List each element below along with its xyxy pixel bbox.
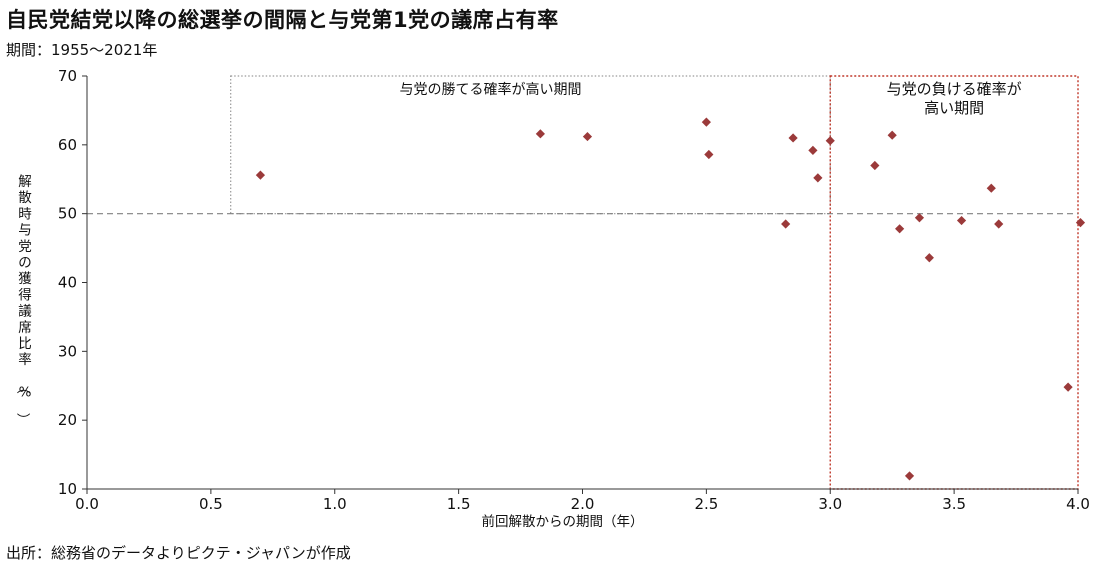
x-tick-label: 2.5 — [694, 495, 718, 513]
x-tick-label: 1.0 — [323, 495, 347, 513]
x-tick-label: 0.0 — [75, 495, 99, 513]
y-tick-label: 60 — [58, 136, 77, 154]
data-point — [813, 173, 823, 183]
x-tick-label: 0.5 — [199, 495, 223, 513]
source-note: 出所：総務省のデータよりピクテ・ジャパンが作成 — [6, 544, 351, 562]
lose-period-label: 与党の負ける確率が高い期間 — [887, 80, 1022, 117]
data-point — [986, 183, 996, 193]
data-point — [1063, 382, 1073, 392]
x-axis-label: 前回解散からの期間（年） — [482, 513, 644, 530]
x-tick-label: 3.5 — [942, 495, 966, 513]
data-point — [255, 170, 266, 180]
data-point — [808, 145, 818, 155]
data-point — [904, 471, 915, 481]
y-tick-label: 40 — [58, 274, 77, 292]
y-tick-label: 30 — [58, 342, 77, 360]
data-point — [701, 117, 711, 127]
lose-period-box — [829, 75, 1079, 490]
x-tick-label: 4.0 — [1066, 495, 1090, 513]
data-point — [956, 215, 967, 226]
y-axis-label: 解散時与党の獲得議席比率（%） — [14, 174, 32, 426]
chart-title: 自民党結党以降の総選挙の間隔と与党第1党の議席占有率 — [6, 8, 559, 32]
x-tick-label: 3.0 — [818, 495, 842, 513]
data-point — [582, 131, 593, 142]
data-point — [914, 213, 925, 223]
data-point — [781, 219, 791, 229]
x-tick-label: 2.0 — [571, 495, 595, 513]
y-tick-label: 10 — [58, 480, 77, 498]
y-tick-label: 20 — [58, 411, 77, 429]
data-point — [1075, 218, 1086, 228]
chart-subtitle: 期間：1955～2021年 — [6, 41, 158, 59]
data-point — [895, 224, 905, 234]
data-point — [924, 253, 934, 263]
data-point — [994, 219, 1004, 229]
data-point — [870, 160, 880, 171]
y-tick-label: 50 — [58, 205, 77, 223]
data-point — [825, 136, 835, 146]
data-point — [535, 129, 545, 139]
win-period-label: 与党の勝てる確率が高い期間 — [399, 81, 581, 98]
y-tick-label: 70 — [58, 67, 77, 85]
data-point — [788, 133, 798, 143]
data-point — [887, 130, 897, 140]
x-tick-label: 1.5 — [447, 495, 471, 513]
data-point — [704, 149, 714, 160]
